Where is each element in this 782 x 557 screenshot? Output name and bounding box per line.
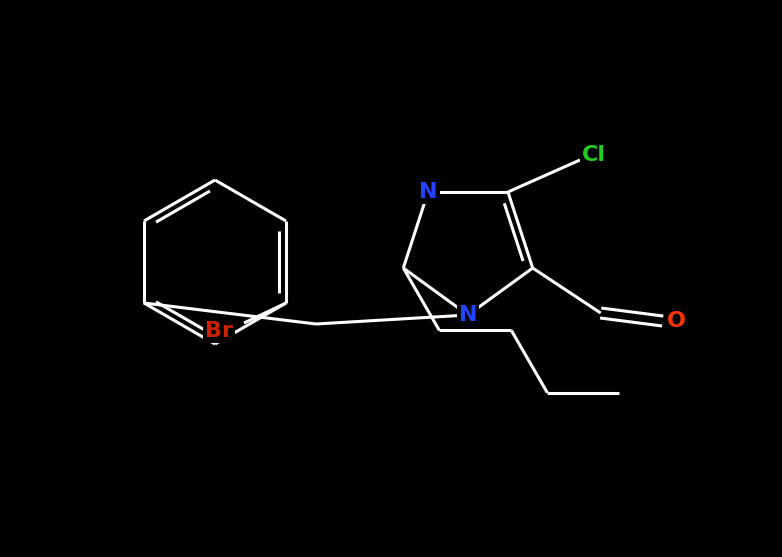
Text: O: O	[667, 311, 686, 331]
Text: Cl: Cl	[582, 145, 606, 165]
Text: N: N	[459, 305, 477, 325]
Text: Br: Br	[205, 321, 233, 341]
Text: N: N	[419, 182, 437, 202]
